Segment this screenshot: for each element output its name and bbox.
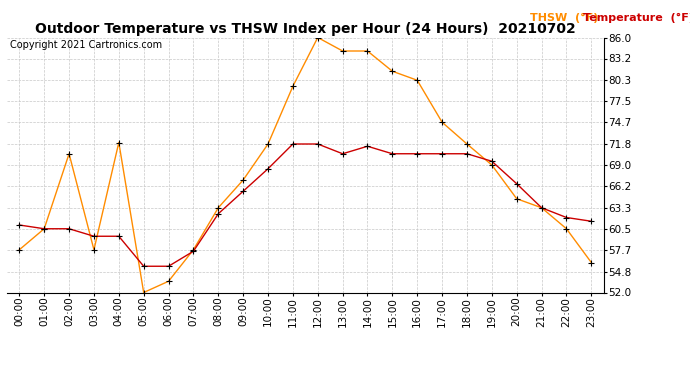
Text: THSW  (°F): THSW (°F) (530, 12, 598, 22)
Text: Copyright 2021 Cartronics.com: Copyright 2021 Cartronics.com (10, 40, 161, 50)
Title: Outdoor Temperature vs THSW Index per Hour (24 Hours)  20210702: Outdoor Temperature vs THSW Index per Ho… (35, 22, 575, 36)
Text: Temperature  (°F): Temperature (°F) (583, 12, 690, 22)
